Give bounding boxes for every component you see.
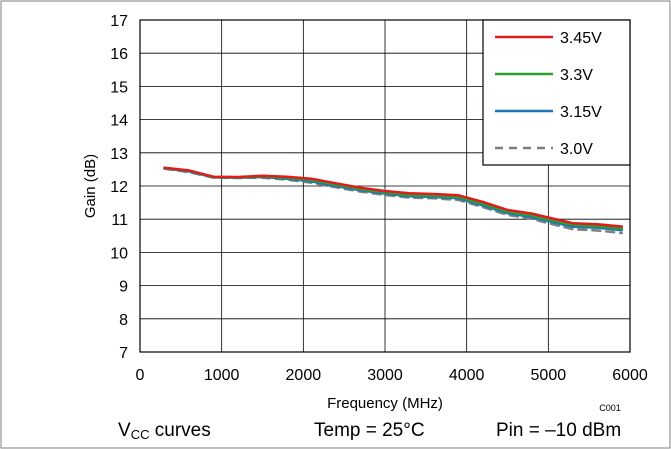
legend: 3.45V 3.3V 3.15V 3.0V	[482, 19, 631, 166]
legend-box	[482, 19, 631, 166]
y-tick-label: 17	[110, 13, 128, 30]
x-axis-title: Frequency (MHz)	[327, 395, 443, 412]
plot-area	[139, 19, 631, 353]
legend-label: 3.3V	[560, 67, 593, 84]
series-line-3-45v	[163, 166, 624, 228]
caption-temperature: Temp = 25°C	[314, 420, 425, 441]
x-tick-label: 1000	[204, 367, 240, 384]
x-tick-label: 6000	[612, 367, 648, 384]
y-axis-title: Gain (dB)	[82, 154, 99, 218]
x-tick-label: 2000	[286, 367, 322, 384]
legend-label: 3.45V	[560, 30, 602, 47]
y-tick-label: 16	[110, 46, 128, 63]
caption-vcc-subscript: CC	[130, 427, 150, 442]
x-tick-label: 4000	[449, 367, 485, 384]
y-tick-label: 12	[110, 179, 128, 196]
series-lines	[163, 166, 624, 235]
x-tick-label: 0	[136, 367, 145, 384]
y-tick-label: 7	[119, 345, 128, 362]
y-tick-label: 9	[119, 279, 128, 296]
caption-vcc-rest: curves	[149, 420, 211, 441]
caption-vcc-v: V	[118, 420, 131, 441]
y-tick-label: 13	[110, 146, 128, 163]
y-tick-label: 15	[110, 79, 128, 96]
y-tick-label: 14	[110, 113, 128, 130]
caption-vcc-curves: VCC curves	[118, 420, 211, 446]
y-tick-label: 8	[119, 312, 128, 329]
legend-label: 3.15V	[560, 104, 602, 121]
y-tick-label: 10	[110, 245, 128, 262]
x-tick-label: 5000	[531, 367, 567, 384]
caption-input-power: Pin = –10 dBm	[496, 420, 622, 441]
figure-code-label: C001	[599, 403, 621, 413]
y-tick-label: 11	[111, 212, 128, 229]
tick-labels: 7 8 9 10 11 12 13 14 15 16 17 0 1000 2000 3000 4000 5000…	[110, 13, 648, 384]
x-tick-label: 3000	[367, 367, 403, 384]
legend-label: 3.0V	[560, 141, 593, 158]
